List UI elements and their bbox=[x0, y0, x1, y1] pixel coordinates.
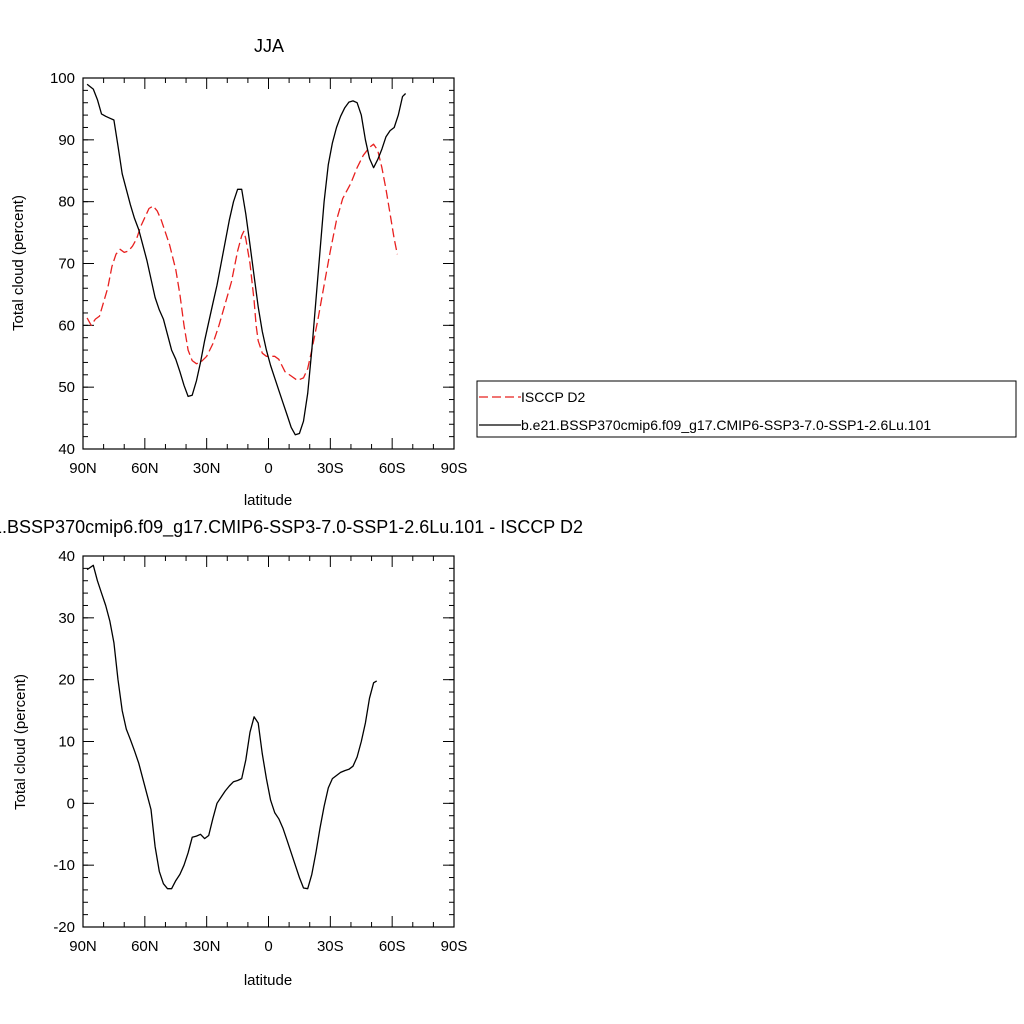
y-tick-label: 20 bbox=[58, 672, 75, 689]
legend-entry-model: b.e21.BSSP370cmip6.f09_g17.CMIP6-SSP3-7.… bbox=[521, 417, 931, 433]
y-tick-label: 0 bbox=[67, 795, 75, 812]
y-tick-label: 10 bbox=[58, 734, 75, 751]
x-tick-label: 30S bbox=[317, 460, 344, 477]
y-tick-label: -10 bbox=[53, 857, 75, 874]
top-plot-frame bbox=[82, 77, 455, 450]
x-tick-label: 60N bbox=[131, 938, 159, 955]
y-tick-label: 90 bbox=[58, 132, 75, 149]
y-tick-label: 60 bbox=[58, 317, 75, 334]
legend-entry-isccp: ISCCP D2 bbox=[521, 389, 586, 405]
y-tick-label: 100 bbox=[50, 70, 75, 87]
top-series-lines bbox=[86, 83, 407, 436]
x-tick-label: 30N bbox=[193, 938, 221, 955]
x-tick-label: 90S bbox=[441, 460, 468, 477]
bottom-panel: b.e21.BSSP370cmip6.f09_g17.CMIP6-SSP3-7.… bbox=[0, 517, 583, 989]
x-tick-label: 30N bbox=[193, 460, 221, 477]
top-y-axis-label: Total cloud (percent) bbox=[10, 195, 27, 331]
x-tick-label: 60S bbox=[379, 938, 406, 955]
x-tick-label: 60S bbox=[379, 460, 406, 477]
series-line-isccp bbox=[86, 143, 398, 382]
series-line-model bbox=[86, 83, 407, 436]
bottom-axis-ticks: 90N 60N 30N 0 30S 60S 90S -20 -10 0 10 20 30 40 bbox=[53, 548, 467, 955]
x-tick-label: 90S bbox=[441, 938, 468, 955]
y-tick-label: -20 bbox=[53, 919, 75, 936]
y-tick-label: 40 bbox=[58, 548, 75, 565]
legend: ISCCP D2 b.e21.BSSP370cmip6.f09_g17.CMIP… bbox=[476, 380, 1017, 438]
y-tick-label: 80 bbox=[58, 194, 75, 211]
y-tick-label: 70 bbox=[58, 256, 75, 273]
bottom-plot-frame bbox=[82, 555, 455, 928]
top-axis-ticks: 90N 60N 30N 0 30S 60S 90S 40 50 60 70 80 90 100 bbox=[50, 70, 467, 477]
bottom-x-axis-label: latitude bbox=[244, 972, 292, 989]
legend-box bbox=[476, 380, 1017, 438]
x-tick-label: 30S bbox=[317, 938, 344, 955]
y-tick-label: 40 bbox=[58, 441, 75, 458]
y-tick-label: 50 bbox=[58, 379, 75, 396]
bottom-series-lines bbox=[86, 564, 378, 890]
x-tick-label: 90N bbox=[69, 938, 97, 955]
top-x-axis-label: latitude bbox=[244, 492, 292, 509]
x-tick-label: 90N bbox=[69, 460, 97, 477]
y-tick-label: 30 bbox=[58, 610, 75, 627]
x-tick-label: 0 bbox=[264, 460, 272, 477]
series-line-model bbox=[86, 564, 378, 890]
top-chart-title: JJA bbox=[254, 36, 284, 56]
x-tick-label: 0 bbox=[264, 938, 272, 955]
top-panel: JJA 90N 60N 30N 0 30S 60S 90S 40 50 60 70 80 90 100 l… bbox=[10, 36, 467, 509]
bottom-chart-title: b.e21.BSSP370cmip6.f09_g17.CMIP6-SSP3-7.… bbox=[0, 517, 583, 538]
bottom-y-axis-label: Total cloud (percent) bbox=[12, 674, 29, 810]
x-tick-label: 60N bbox=[131, 460, 159, 477]
